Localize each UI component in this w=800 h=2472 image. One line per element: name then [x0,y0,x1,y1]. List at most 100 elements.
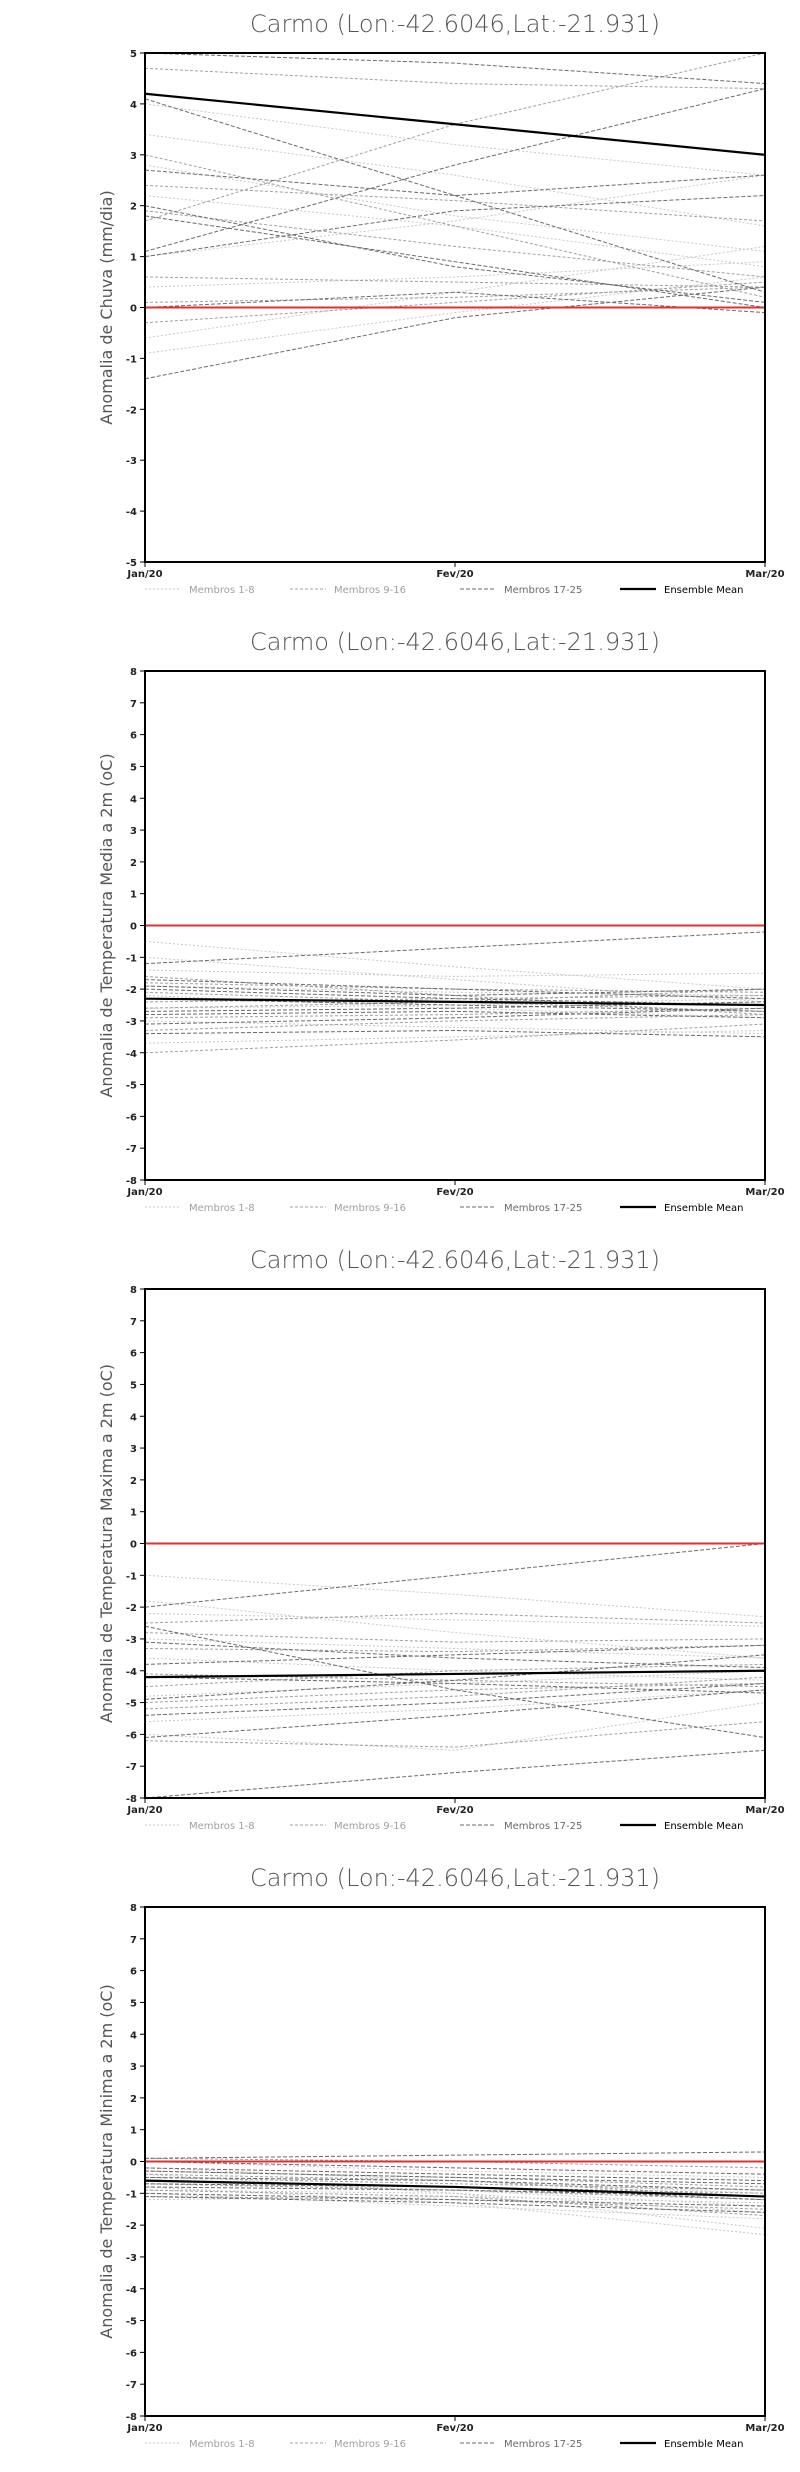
x-tick-label: Mar/20 [745,569,784,580]
y-tick-label: 7 [130,1935,137,1946]
series-line-member [145,245,765,339]
series-line-member [145,169,765,197]
y-tick-label: 8 [130,1903,137,1914]
y-tick-label: -4 [126,1667,137,1678]
series-line-member [145,969,765,977]
series-line-member [145,67,765,90]
y-tick-label: 4 [130,1412,137,1423]
y-tick-label: 2 [130,1476,137,1487]
series-line-member [145,1676,765,1710]
x-tick-label: Jan/20 [126,1187,162,1198]
series-line-member [145,1682,765,1704]
series-line-member [145,281,765,324]
series-line-member [145,2161,765,2175]
series-line-member [145,1600,765,1659]
x-tick-label: Mar/20 [745,2423,784,2434]
x-tick-label: Mar/20 [745,1805,784,1816]
y-axis-label: Anomalia de Chuva (mm/dia) [97,190,116,424]
legend-label: Ensemble Mean [664,1203,743,1214]
series-line-member [145,1676,765,1694]
series-line-member [145,2176,765,2191]
y-tick-label: -3 [126,2253,137,2264]
series-line-member [145,98,765,293]
series-line-member [145,195,765,258]
y-tick-label: -1 [126,2189,137,2200]
series-line-member [145,1702,765,1751]
y-tick-label: 5 [130,762,137,773]
legend: Membros 1-8 Membros 9-16 Membros 17-25 Ense… [145,1821,743,1832]
series-line-ensemble-mean [145,92,765,156]
y-tick-label: -7 [126,2380,137,2391]
legend-label: Membros 17-25 [504,1203,582,1214]
y-tick-label: 2 [130,202,137,213]
series-line-member [145,1007,765,1025]
series-line-member [145,184,765,222]
legend-label: Membros 1-8 [189,2439,255,2450]
series-line-member [145,1749,765,1798]
x-tick-label: Fev/20 [436,569,473,580]
chart-panel: Carmo (Lon:-42.6046,Lat:-21.931) Anomalia… [0,1236,800,1854]
chart-panel: Carmo (Lon:-42.6046,Lat:-21.931) Anomalia… [0,618,800,1236]
y-tick-label: 5 [130,1998,137,2009]
y-tick-label: 1 [130,253,137,264]
y-tick-label: -2 [126,985,137,996]
y-tick-label: -6 [126,1730,137,1741]
series-line-member [145,994,765,1003]
series-line-member [145,1014,765,1031]
series-line-member [145,1670,765,1697]
chart-svg: Carmo (Lon:-42.6046,Lat:-21.931) Anomalia… [97,10,785,596]
y-tick-label: 0 [130,2158,137,2169]
y-tick-label: -1 [126,1571,137,1582]
y-tick-label: 6 [130,1349,137,1360]
y-tick-label: -5 [126,1081,137,1092]
series-line-member [145,931,765,965]
legend-label: Ensemble Mean [664,1821,743,1832]
series-line-member [145,1641,765,1669]
x-tick-label: Mar/20 [745,1187,784,1198]
series-line-member [145,1689,765,1723]
chart-title: Carmo (Lon:-42.6046,Lat:-21.931) [250,10,660,38]
x-tick-label: Fev/20 [436,1187,473,1198]
series-line-ensemble-mean [145,997,765,1007]
y-tick-label: -7 [126,1144,137,1155]
series-line-member [145,979,765,1000]
series-line-member [145,2183,765,2201]
legend-label: Membros 1-8 [189,1821,255,1832]
series-line-member [145,1644,765,1665]
y-tick-label: -4 [126,2285,137,2296]
x-tick-label: Fev/20 [436,1805,473,1816]
series-line-member [145,2170,765,2188]
chart-panel: Carmo (Lon:-42.6046,Lat:-21.931) Anomalia… [0,1854,800,2472]
series-line-member [145,1663,765,1688]
series-line-member [145,2170,765,2185]
y-tick-label: 8 [130,1285,137,1296]
x-tick-label: Jan/20 [126,569,162,580]
series-line-member [145,1020,765,1035]
y-tick-label: 3 [130,151,137,162]
series-line-member [145,1543,765,1608]
y-tick-label: 5 [130,49,137,60]
x-tick-label: Jan/20 [126,2423,162,2434]
y-tick-label: -8 [126,2412,137,2423]
series-line-member [145,1654,765,1700]
legend-label: Ensemble Mean [664,585,743,596]
y-tick-label: 8 [130,667,137,678]
series-line-member [145,215,765,308]
legend-label: Membros 1-8 [189,1203,255,1214]
y-tick-label: 3 [130,826,137,837]
series-line-member [145,2183,765,2201]
series-line-member [145,276,765,288]
series-line-member [145,103,765,176]
series-line-member [145,195,765,268]
y-tick-label: 4 [130,2030,137,2041]
y-tick-label: -5 [126,558,137,569]
series-group [145,2151,765,2236]
series-line-member [145,133,765,227]
series-line-member [145,2151,765,2159]
series-line-ensemble-mean [145,1669,765,1679]
y-tick-label: 4 [130,100,137,111]
series-line-member [145,1644,765,1653]
series-line-member [145,2180,765,2207]
legend-label: Membros 9-16 [334,1821,406,1832]
series-line-ensemble-mean [145,2179,765,2198]
